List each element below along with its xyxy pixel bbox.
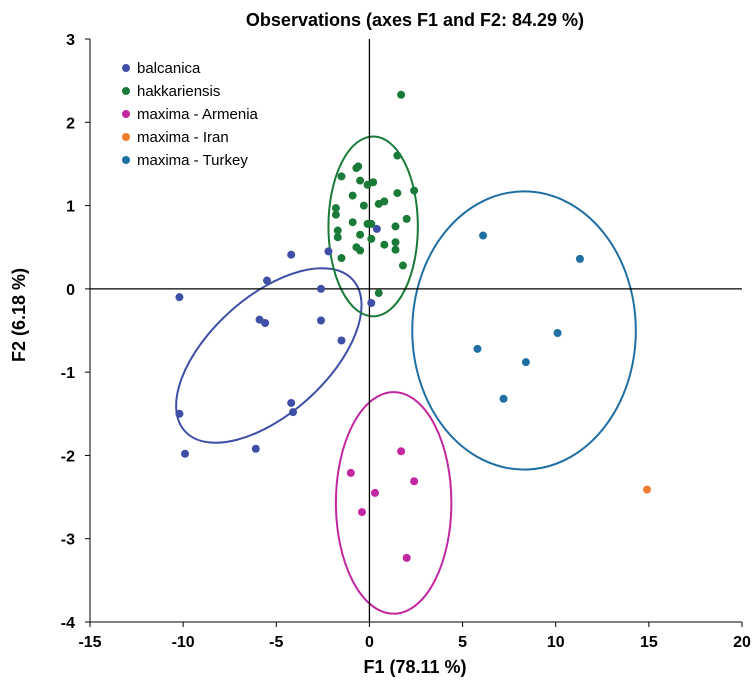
data-point-hakkariensis: [356, 176, 365, 185]
data-point-balcanica: [337, 336, 346, 345]
data-point-hakkariensis: [352, 164, 361, 173]
data-point-balcanica: [287, 250, 296, 259]
y-tick-label: -1: [61, 365, 75, 382]
legend-marker-hakkariensis: [122, 87, 130, 95]
data-point-balcanica: [175, 293, 184, 302]
x-tick-label: 15: [640, 634, 658, 651]
y-tick-label: -4: [61, 615, 75, 632]
data-point-balcanica: [287, 398, 296, 407]
data-point-hakkariensis: [367, 219, 376, 228]
y-tick-label: -3: [61, 532, 75, 549]
data-point-balcanica: [181, 449, 190, 458]
data-point-hakkariensis: [331, 210, 340, 219]
data-point-hakkariensis: [393, 189, 402, 198]
x-tick-label: 0: [365, 634, 374, 651]
data-point-hakkariensis: [410, 186, 419, 195]
data-point-hakkariensis: [380, 197, 389, 206]
y-tick-label: 3: [66, 32, 75, 49]
data-point-maxima-armenia: [410, 477, 419, 486]
chart-title: Observations (axes F1 and F2: 84.29 %): [246, 10, 584, 30]
y-tick-label: 0: [66, 282, 75, 299]
y-tick-label: 1: [66, 199, 75, 216]
ellipses-layer: [175, 135, 637, 615]
legend-label-maxima-turkey: maxima - Turkey: [137, 152, 248, 169]
legend-label-maxima-armenia: maxima - Armenia: [137, 106, 259, 123]
data-point-hakkariensis: [397, 90, 406, 99]
data-point-hakkariensis: [348, 218, 357, 227]
data-point-hakkariensis: [402, 214, 411, 223]
data-point-hakkariensis: [391, 222, 400, 231]
x-tick-label: -15: [78, 634, 101, 651]
data-point-hakkariensis: [333, 226, 342, 235]
data-point-hakkariensis: [380, 240, 389, 249]
data-point-maxima-turkey: [553, 328, 562, 337]
x-tick-label: -10: [172, 634, 195, 651]
data-point-hakkariensis: [337, 254, 346, 263]
confidence-ellipse-maxima-armenia: [334, 391, 453, 615]
points-layer: [175, 90, 651, 562]
legend-label-hakkariensis: hakkariensis: [137, 83, 220, 100]
data-point-hakkariensis: [333, 233, 342, 242]
data-point-balcanica: [316, 316, 325, 325]
y-axis-label: F2 (6.18 %): [9, 268, 29, 362]
data-point-maxima-armenia: [397, 447, 406, 456]
data-point-maxima-turkey: [473, 344, 482, 353]
data-point-hakkariensis: [398, 261, 407, 270]
data-point-balcanica: [316, 284, 325, 293]
data-point-hakkariensis: [393, 151, 402, 160]
data-point-hakkariensis: [391, 238, 400, 247]
x-tick-label: 20: [733, 634, 751, 651]
legend-marker-maxima-iran: [122, 133, 130, 141]
data-point-maxima-turkey: [499, 394, 508, 403]
data-point-hakkariensis: [391, 245, 400, 254]
data-point-balcanica: [324, 247, 333, 256]
data-point-hakkariensis: [337, 172, 346, 181]
data-point-balcanica: [262, 276, 271, 285]
confidence-ellipse-hakkariensis: [327, 135, 419, 318]
confidence-ellipse-maxima-turkey: [411, 190, 637, 471]
data-point-hakkariensis: [348, 191, 357, 200]
axes-layer: [89, 39, 742, 623]
x-tick-label: 5: [458, 634, 467, 651]
data-point-hakkariensis: [374, 289, 383, 298]
data-point-maxima-armenia: [357, 508, 366, 517]
x-axis-label: F1 (78.11 %): [363, 657, 466, 677]
confidence-ellipse-balcanica: [175, 267, 363, 444]
data-point-hakkariensis: [369, 178, 378, 187]
data-point-maxima-turkey: [575, 254, 584, 263]
legend-marker-maxima-armenia: [122, 110, 130, 118]
x-tick-label: 10: [547, 634, 565, 651]
data-point-maxima-turkey: [521, 358, 530, 367]
data-point-balcanica: [289, 408, 298, 417]
legend: balcanica hakkariensis maxima - Armenia max…: [122, 60, 259, 169]
data-point-maxima-turkey: [479, 231, 488, 240]
legend-marker-maxima-turkey: [122, 156, 130, 164]
data-point-maxima-armenia: [371, 488, 380, 497]
data-point-balcanica: [367, 299, 376, 308]
y-tick-label: -2: [61, 448, 75, 465]
data-point-maxima-iran: [642, 485, 651, 494]
data-point-hakkariensis: [356, 246, 365, 255]
legend-label-balcanica: balcanica: [137, 60, 201, 77]
y-tick-label: 2: [66, 115, 75, 132]
data-point-maxima-armenia: [346, 468, 355, 477]
legend-label-maxima-iran: maxima - Iran: [137, 129, 229, 146]
x-tick-label: -5: [269, 634, 283, 651]
data-point-maxima-armenia: [402, 553, 411, 562]
data-point-hakkariensis: [359, 201, 368, 210]
data-point-hakkariensis: [356, 230, 365, 239]
legend-marker-balcanica: [122, 64, 130, 72]
data-point-balcanica: [251, 444, 260, 453]
data-point-hakkariensis: [367, 234, 376, 243]
data-point-hakkariensis: [331, 204, 340, 213]
data-point-balcanica: [261, 319, 270, 328]
data-point-balcanica: [175, 409, 184, 418]
data-point-balcanica: [372, 224, 381, 233]
